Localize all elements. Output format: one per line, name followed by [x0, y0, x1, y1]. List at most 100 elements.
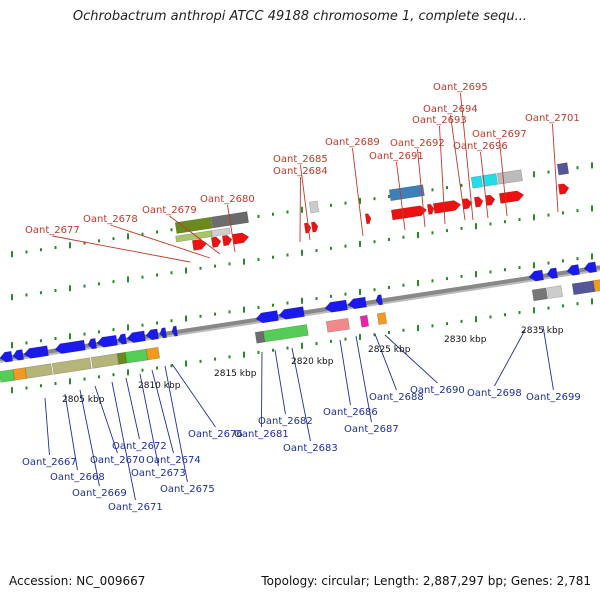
upper-feature-box-8 — [556, 162, 570, 176]
forward-gene-5 — [310, 221, 319, 233]
reverse-gene-11 — [255, 310, 279, 324]
lower-feature-box-13 — [531, 287, 549, 302]
gene-labels: 2805 kbp 2810 kbp 2815 kbp 2820 kbp 2825 kbp… — [22, 82, 581, 513]
upper-feature-box-2 — [228, 211, 249, 226]
reverse-gene-19 — [583, 261, 597, 274]
top-gene-label: Oant_2694 — [423, 104, 478, 115]
lower-feature-box-11 — [359, 314, 370, 328]
lower-feature-box-0 — [0, 369, 16, 383]
top-leader-line — [460, 92, 474, 221]
reverse-gene-17 — [546, 267, 558, 279]
reverse-gene-7 — [126, 330, 146, 343]
top-gene-label: Oant_2695 — [433, 82, 488, 93]
bottom-leader-line — [542, 325, 554, 391]
reverse-gene-1 — [12, 349, 24, 361]
reverse-gene-12 — [278, 306, 305, 320]
top-gene-label: Oant_2692 — [390, 138, 445, 149]
lower-feature-box-2 — [24, 363, 53, 379]
lower-feature-box-10 — [325, 317, 350, 333]
bottom-gene-label: Oant_2686 — [323, 407, 378, 418]
kbp-label: 2835 kbp — [521, 326, 564, 336]
bottom-leader-line — [494, 329, 526, 387]
top-gene-label: Oant_2696 — [453, 141, 508, 152]
bottom-leader-line — [171, 363, 216, 428]
upper-feature-box-1 — [210, 214, 231, 229]
top-gene-label: Oant_2677 — [25, 225, 80, 236]
reverse-gene-14 — [347, 296, 367, 310]
top-leader-line — [300, 164, 311, 241]
bottom-gene-label: Oant_2676 — [188, 429, 243, 440]
reverse-gene-16 — [528, 269, 544, 282]
top-leader-line — [480, 151, 489, 219]
top-gene-label: Oant_2684 — [273, 166, 328, 177]
bottom-leader-line — [64, 393, 78, 471]
bottom-leader-line — [274, 349, 286, 415]
bottom-leader-line — [261, 351, 263, 428]
bottom-gene-label: Oant_2674 — [146, 455, 201, 466]
top-leader-line — [352, 147, 364, 237]
bottom-leader-line — [79, 389, 100, 487]
bottom-leader-line — [44, 397, 50, 456]
forward-gene-14 — [557, 183, 570, 195]
map-title: Ochrobactrum anthropi ATCC 49188 chromos… — [72, 9, 528, 24]
top-leader-line — [169, 215, 221, 255]
forward-gene-1 — [210, 236, 222, 248]
lower-feature-box-16 — [592, 279, 600, 292]
top-leader-line — [499, 139, 508, 217]
top-leader-line — [52, 235, 191, 263]
bottom-gene-label: Oant_2675 — [160, 484, 215, 495]
bottom-gene-label: Oant_2667 — [22, 457, 77, 468]
bottom-leader-line — [151, 369, 174, 454]
lower-inner-tick-row — [11, 253, 593, 349]
upper-feature-box-0 — [174, 216, 213, 234]
lower-feature-box-14 — [546, 285, 564, 299]
bottom-gene-label: Oant_2668 — [50, 472, 105, 483]
bottom-leader-line — [355, 335, 372, 423]
bottom-leader-line — [291, 347, 311, 442]
lower-feature-box-8 — [254, 330, 266, 344]
kbp-label: 2820 kbp — [291, 357, 334, 367]
topology-info-text: Topology: circular; Length: 2,887,297 bp… — [261, 574, 591, 588]
forward-gene-11 — [473, 196, 484, 208]
bottom-gene-label: Oant_2698 — [467, 388, 522, 399]
bottom-leader-line — [339, 339, 351, 406]
upper-pale-box-0 — [175, 230, 213, 243]
forward-gene-2 — [221, 234, 233, 247]
forward-gene-9 — [432, 200, 462, 214]
reverse-gene-0 — [0, 350, 13, 363]
bottom-gene-label: Oant_2673 — [131, 468, 186, 479]
label-leader-lines — [44, 92, 559, 501]
upper-feature-box-7 — [496, 169, 523, 185]
lower-feature-box-3 — [51, 357, 92, 375]
top-gene-label: Oant_2689 — [325, 137, 380, 148]
bottom-gene-label: Oant_2682 — [258, 416, 313, 427]
reverse-gene-13 — [324, 299, 348, 313]
reverse-gene-8 — [145, 328, 159, 341]
lower-feature-box-12 — [376, 312, 388, 325]
bottom-leader-line — [111, 381, 136, 501]
bottom-gene-label: Oant_2670 — [90, 455, 145, 466]
top-gene-label: Oant_2685 — [273, 154, 328, 165]
lower-feature-box-1 — [12, 367, 28, 381]
lower-feature-box-5 — [116, 351, 128, 365]
upper-feature-box-6 — [481, 173, 499, 187]
lower-feature-box-4 — [90, 353, 119, 369]
bottom-leader-line — [164, 365, 188, 483]
top-gene-label: Oant_2679 — [142, 205, 197, 216]
accession-text: Accession: NC_009667 — [9, 574, 146, 588]
reverse-gene-4 — [87, 338, 98, 350]
bottom-leader-line — [374, 333, 397, 391]
top-leader-line — [396, 161, 406, 231]
bottom-leader-line — [125, 377, 140, 440]
top-leader-line — [110, 224, 211, 259]
lower-feature-box-7 — [145, 346, 161, 361]
lower-feature-box-6 — [124, 348, 149, 364]
top-leader-line — [227, 204, 236, 253]
bottom-gene-label: Oant_2688 — [369, 392, 424, 403]
kbp-label: 2805 kbp — [62, 395, 105, 405]
upper-feature-box-4 — [388, 184, 425, 202]
forward-gene-3 — [231, 232, 250, 245]
upper-inner-tick-row — [11, 205, 593, 301]
bottom-gene-label: Oant_2690 — [410, 385, 465, 396]
